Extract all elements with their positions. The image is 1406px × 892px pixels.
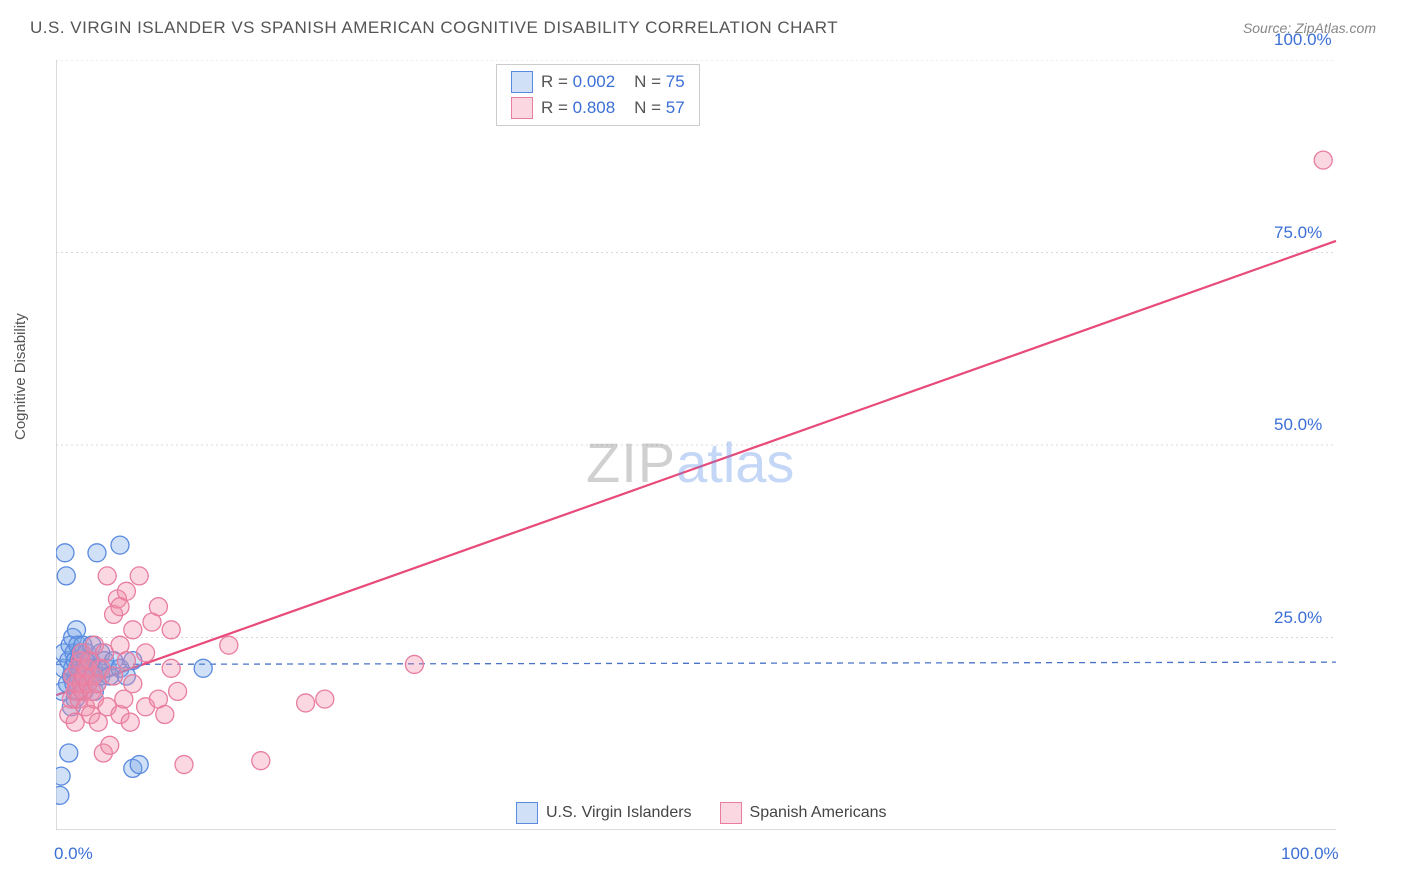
swatch-spanish	[511, 97, 533, 119]
series-name-spanish: Spanish Americans	[750, 804, 887, 822]
correlation-legend: R = 0.002 N = 75 R = 0.808 N = 57	[496, 64, 700, 126]
legend-item-usvi: U.S. Virgin Islanders	[516, 802, 692, 824]
n-value-usvi: 75	[666, 72, 685, 91]
r-label: R =	[541, 98, 568, 117]
r-value-usvi: 0.002	[573, 72, 616, 91]
swatch-usvi	[511, 71, 533, 93]
x-tick-label: 0.0%	[54, 844, 93, 864]
header: U.S. VIRGIN ISLANDER VS SPANISH AMERICAN…	[0, 0, 1406, 48]
y-tick-label: 75.0%	[1274, 223, 1322, 243]
y-tick-label: 100.0%	[1274, 30, 1332, 50]
n-value-spanish: 57	[666, 98, 685, 117]
chart-title: U.S. VIRGIN ISLANDER VS SPANISH AMERICAN…	[30, 18, 838, 38]
legend-row-spanish: R = 0.808 N = 57	[511, 95, 685, 121]
r-value-spanish: 0.808	[573, 98, 616, 117]
y-tick-label: 25.0%	[1274, 608, 1322, 628]
chart-area: ZIPatlas R = 0.002 N = 75 R = 0.808 N = …	[56, 60, 1376, 830]
scatter-plot	[56, 60, 1376, 830]
x-tick-label: 100.0%	[1281, 844, 1339, 864]
r-label: R =	[541, 72, 568, 91]
swatch-spanish	[720, 802, 742, 824]
series-name-usvi: U.S. Virgin Islanders	[546, 804, 692, 822]
series-legend: U.S. Virgin Islanders Spanish Americans	[516, 802, 887, 824]
y-tick-label: 50.0%	[1274, 415, 1322, 435]
n-label: N =	[634, 72, 661, 91]
legend-row-usvi: R = 0.002 N = 75	[511, 69, 685, 95]
n-label: N =	[634, 98, 661, 117]
swatch-usvi	[516, 802, 538, 824]
y-axis-label: Cognitive Disability	[12, 313, 29, 440]
legend-item-spanish: Spanish Americans	[720, 802, 887, 824]
